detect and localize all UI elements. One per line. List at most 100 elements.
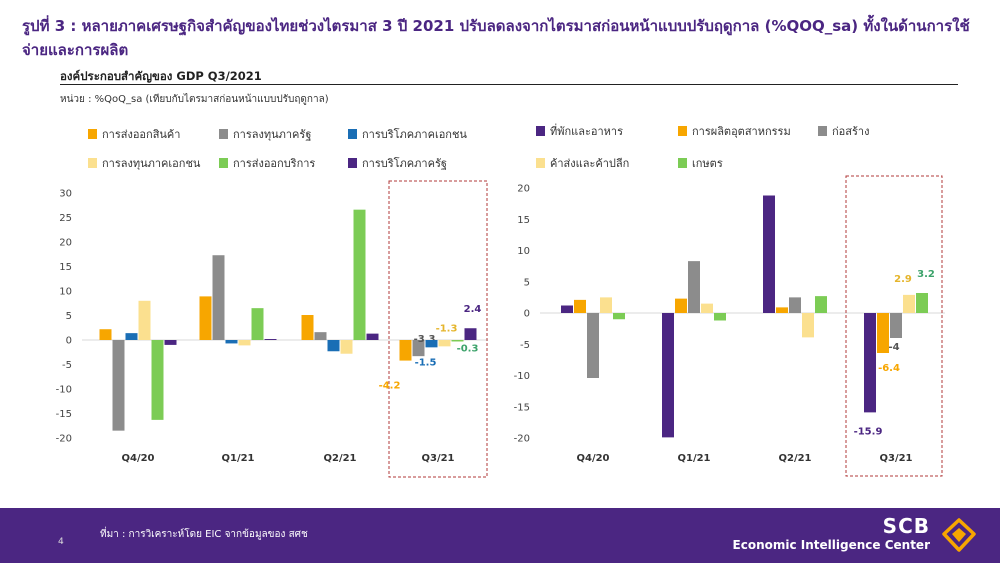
right-bar-s1-c1 (675, 298, 687, 313)
right-legend-label-1: การผลิตอุตสาหกรรม (692, 125, 791, 138)
left-y-tick-2: -10 (56, 385, 72, 396)
right-legend-label-3: ค้าส่งและค้าปลีก (550, 157, 629, 170)
left-y-tick-9: 25 (59, 213, 72, 224)
right-y-tick-3: -5 (520, 340, 530, 351)
left-legend-swatch-0 (88, 129, 97, 139)
right-y-tick-4: 0 (524, 309, 530, 320)
left-data-label-s2: -1.5 (415, 357, 437, 368)
right-data-label-s3: 2.9 (894, 274, 912, 285)
brand-subtitle: Economic Intelligence Center (732, 538, 930, 552)
left-bar-s3-c1 (238, 340, 251, 346)
left-legend-label-2: การบริโภคภาคเอกชน (362, 127, 467, 141)
source-note: ที่มา : การวิเคราะห์โดย EIC จากข้อมูลของ… (100, 529, 308, 540)
left-bar-s1-c3 (412, 340, 425, 357)
right-legend-swatch-4 (678, 158, 687, 168)
left-highlight-box (388, 180, 488, 478)
right-legend-label-2: ก่อสร้าง (832, 125, 869, 138)
left-bar-s1-c0 (112, 340, 125, 431)
right-bar-s3-c0 (600, 297, 612, 313)
left-bar-s1-c1 (212, 255, 225, 340)
left-category-label-1: Q1/21 (221, 453, 254, 464)
left-y-tick-4: 0 (66, 336, 72, 347)
left-legend-swatch-2 (348, 129, 357, 139)
right-bar-chart: -20 -15 -10 -5 0 5 10 15 20 -15.9 -6.4 -4 2.9 3.2 Q4/2… (514, 123, 945, 477)
left-y-tick-8: 20 (59, 238, 72, 249)
right-bar-s1-c0 (574, 299, 586, 313)
left-bar-s1-c2 (314, 332, 327, 340)
right-y-tick-8: 20 (517, 184, 530, 195)
left-legend-label-5: การบริโภคภาครัฐ (362, 156, 447, 170)
right-bar-s0-c2 (763, 195, 775, 313)
left-y-tick-5: 5 (66, 311, 72, 322)
left-bar-s2-c0 (125, 333, 138, 340)
left-legend-label-1: การลงทุนภาครัฐ (233, 128, 311, 141)
left-bar-s0-c2 (301, 315, 314, 340)
right-bar-s0-c1 (662, 313, 674, 438)
footer-bar (0, 508, 1000, 563)
left-data-label-s0: -4.2 (379, 381, 401, 392)
left-y-tick-0: -20 (56, 434, 72, 445)
left-y-tick-7: 15 (59, 262, 72, 273)
left-bar-s4-c3 (451, 340, 464, 342)
left-bar-s5-c1 (264, 339, 277, 340)
right-bar-s4-c1 (714, 313, 726, 321)
left-bar-s4-c0 (151, 340, 164, 420)
left-bar-s5-c0 (164, 340, 177, 345)
left-legend-swatch-5 (348, 158, 357, 168)
right-bar-s0-c0 (561, 305, 573, 313)
right-y-tick-1: -15 (514, 402, 530, 413)
right-bar-s1-c3 (877, 313, 889, 353)
left-data-label-s3: -1.3 (436, 323, 458, 334)
left-data-label-s5: 2.4 (464, 304, 482, 315)
right-highlight-box (845, 175, 943, 477)
right-bar-s2-c0 (587, 313, 599, 378)
right-legend-label-4: เกษตร (692, 157, 723, 170)
left-bar-s0-c1 (199, 296, 212, 340)
left-data-label-s1: -3.3 (414, 334, 436, 345)
left-y-tick-1: -15 (56, 409, 72, 420)
divider (60, 84, 958, 85)
left-legend-label-4: การส่งออกบริการ (233, 157, 315, 170)
left-legend-label-0: การส่งออกสินค้า (102, 128, 180, 141)
right-legend-swatch-1 (678, 126, 687, 136)
right-data-label-s4: 3.2 (917, 269, 935, 280)
left-legend-label-3: การลงทุนภาคเอกชน (102, 157, 201, 170)
left-bar-s3-c0 (138, 300, 151, 340)
right-y-tick-6: 10 (517, 246, 530, 257)
brand-name: SCB (882, 514, 930, 538)
unit-note: หน่วย : %QoQ_sa (เทียบกับไตรมาสก่อนหน้าแ… (60, 94, 329, 105)
left-bar-s5-c3 (464, 328, 477, 340)
right-bar-s2-c1 (688, 261, 700, 313)
left-category-label-3: Q3/21 (421, 453, 454, 464)
left-bar-s0-c3 (399, 340, 412, 361)
right-data-label-s0: -15.9 (854, 426, 883, 437)
page-number: 4 (58, 537, 64, 547)
left-bar-chart: -20 -15 -10 -5 0 5 10 15 20 25 30 -4.2 -3.3 -1.5 -1.3 -… (56, 127, 488, 478)
left-y-tick-3: -5 (62, 360, 72, 371)
right-legend-swatch-2 (818, 126, 827, 136)
right-bar-s3-c3 (903, 294, 915, 313)
left-bar-s5-c2 (366, 333, 379, 340)
left-bar-s2-c1 (225, 340, 238, 344)
right-bar-s1-c2 (776, 307, 788, 313)
right-legend-swatch-0 (536, 126, 545, 136)
left-legend-swatch-4 (219, 158, 228, 168)
brand-block: SCB Economic Intelligence Center (733, 515, 930, 553)
left-y-tick-6: 10 (59, 287, 72, 298)
right-bar-s2-c3 (890, 313, 902, 338)
right-bar-s2-c2 (789, 297, 801, 313)
left-bar-s2-c3 (425, 340, 438, 348)
page-title: รูปที่ 3 : หลายภาคเศรษฐกิจสำคัญของไทยช่ว… (22, 17, 970, 59)
left-bar-s2-c2 (327, 340, 340, 352)
right-y-tick-7: 15 (517, 215, 530, 226)
right-bar-s0-c3 (864, 313, 876, 413)
right-y-tick-0: -20 (514, 434, 530, 445)
right-category-label-2: Q2/21 (778, 453, 811, 464)
chart-subtitle: องค์ประกอบสำคัญของ GDP Q3/2021 (60, 69, 262, 83)
right-bar-s4-c0 (613, 313, 625, 320)
left-bar-s3-c3 (438, 340, 451, 347)
right-legend-label-0: ที่พักและอาหาร (550, 123, 623, 138)
right-category-label-3: Q3/21 (879, 453, 912, 464)
right-category-label-0: Q4/20 (576, 453, 609, 464)
left-bar-s0-c0 (99, 329, 112, 340)
